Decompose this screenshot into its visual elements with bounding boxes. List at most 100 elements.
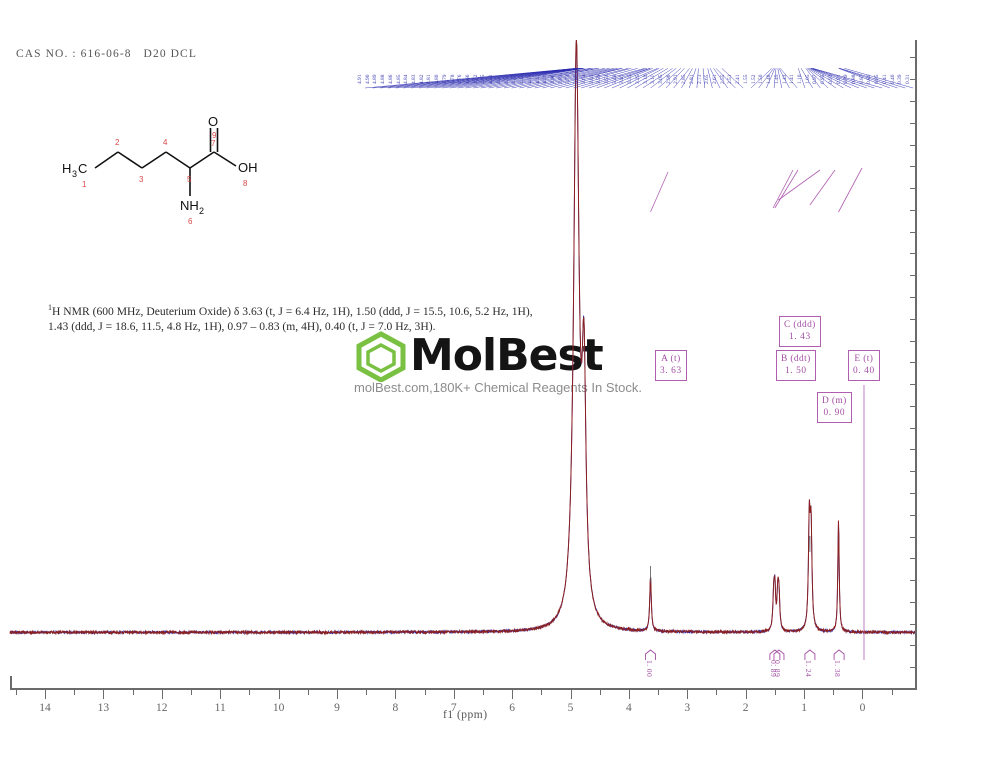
x-axis-major-tick bbox=[453, 690, 455, 699]
svg-text:8: 8 bbox=[243, 179, 248, 188]
x-axis-tick-label: 9 bbox=[334, 702, 340, 714]
nmr-text-line-1: H NMR (600 MHz, Deuterium Oxide) δ 3.63 … bbox=[52, 304, 533, 318]
x-axis-major-tick bbox=[862, 690, 864, 699]
nucleus-superscript: 1 bbox=[48, 303, 52, 312]
x-axis-tick-label: 4 bbox=[626, 702, 632, 714]
multiplet-shift-label: 1. 50 bbox=[784, 366, 807, 376]
x-axis-major-tick bbox=[278, 690, 280, 699]
svg-text:NH: NH bbox=[180, 198, 199, 213]
x-axis-left-end-cap bbox=[10, 676, 12, 690]
x-axis-minor-tick bbox=[191, 690, 192, 695]
y-axis-minor-tick bbox=[910, 209, 917, 211]
peak-pick-fan-lines bbox=[364, 68, 914, 89]
x-axis-minor-tick bbox=[307, 690, 309, 695]
y-axis-minor-tick bbox=[910, 623, 917, 625]
x-axis-tick-label: 11 bbox=[214, 702, 226, 714]
x-axis-minor-tick bbox=[891, 690, 893, 695]
x-axis-major-tick bbox=[103, 690, 105, 699]
x-axis-tick-label: 8 bbox=[392, 702, 399, 714]
x-axis-tick-label: 2 bbox=[742, 702, 749, 714]
nmr-text-line-2: 1.43 (ddd, J = 18.6, 11.5, 4.8 Hz, 1H), … bbox=[48, 320, 436, 334]
x-axis-minor-tick bbox=[366, 690, 368, 695]
x-axis-major-tick bbox=[395, 690, 397, 699]
svg-text:2: 2 bbox=[115, 138, 120, 147]
x-axis-major-tick bbox=[745, 690, 747, 699]
y-axis-minor-tick bbox=[910, 405, 917, 407]
svg-text:1: 1 bbox=[82, 180, 87, 189]
y-axis-minor-tick bbox=[910, 275, 917, 277]
x-axis-minor-tick bbox=[424, 690, 426, 695]
multiplet-pattern-label: A (t) bbox=[661, 354, 681, 364]
x-axis-minor-tick bbox=[599, 690, 601, 695]
y-axis-minor-tick bbox=[910, 144, 917, 146]
multiplet-connector-lines bbox=[650, 167, 865, 660]
multiplet-pattern-label: D (m) bbox=[822, 396, 847, 406]
y-axis-line bbox=[915, 40, 917, 690]
integral-curves bbox=[645, 649, 845, 660]
multiplet-box-b[interactable]: B (ddt) 1. 50 bbox=[776, 350, 816, 381]
multiplet-shift-label: 0. 40 bbox=[853, 366, 875, 376]
integral-value-label: 1. 38 bbox=[833, 660, 843, 678]
y-axis-minor-tick bbox=[910, 318, 917, 320]
x-axis-major-tick bbox=[687, 690, 689, 699]
multiplet-pattern-label: B (ddt) bbox=[781, 354, 811, 364]
svg-text:9: 9 bbox=[212, 131, 217, 140]
y-axis-minor-tick bbox=[910, 536, 917, 538]
y-axis-minor-tick bbox=[910, 231, 917, 233]
x-axis-ticks: 14 13 12 11 10 9 8 7 6 5 4 3 2 1 0 bbox=[0, 690, 1000, 720]
x-axis-tick-label: 1 bbox=[801, 702, 807, 714]
x-axis-tick-label: 14 bbox=[39, 702, 51, 714]
x-axis-tick-label: 5 bbox=[567, 702, 574, 714]
x-axis-major-tick bbox=[570, 690, 572, 699]
y-axis-minor-tick bbox=[910, 122, 917, 124]
x-axis-major-tick bbox=[220, 690, 222, 699]
svg-text:OH: OH bbox=[238, 160, 258, 175]
y-axis-minor-tick bbox=[910, 166, 917, 168]
x-axis-tick-label: 12 bbox=[156, 702, 168, 714]
x-axis-minor-tick bbox=[15, 690, 17, 695]
integral-value-label: 0. 89 bbox=[772, 660, 782, 678]
x-axis-minor-tick bbox=[482, 690, 484, 695]
multiplet-box-e[interactable]: E (t) 0. 40 bbox=[848, 350, 880, 381]
integral-value-label: 1. 24 bbox=[803, 660, 813, 678]
x-axis-minor-tick bbox=[249, 690, 251, 695]
y-axis-minor-tick bbox=[910, 253, 917, 255]
x-axis-minor-tick bbox=[74, 690, 76, 695]
multiplet-pattern-label: C (ddd) bbox=[784, 320, 816, 330]
svg-text:7: 7 bbox=[211, 139, 216, 148]
y-axis-minor-tick bbox=[910, 558, 917, 560]
svg-text:6: 6 bbox=[188, 217, 193, 226]
multiplet-box-c[interactable]: C (ddd) 1. 43 bbox=[779, 316, 821, 347]
x-axis-minor-tick bbox=[658, 690, 660, 695]
y-axis-minor-tick bbox=[910, 57, 917, 59]
multiplet-box-a[interactable]: A (t) 3. 63 bbox=[655, 350, 687, 381]
y-axis-minor-tick bbox=[910, 384, 917, 386]
x-axis-tick-label: 0 bbox=[859, 702, 866, 714]
svg-text:C: C bbox=[78, 161, 87, 176]
multiplet-box-d[interactable]: D (m) 0. 90 bbox=[817, 392, 852, 423]
svg-text:2: 2 bbox=[199, 206, 204, 216]
svg-text:3: 3 bbox=[139, 175, 144, 184]
y-axis-minor-tick bbox=[910, 601, 917, 603]
x-axis-minor-tick bbox=[774, 690, 776, 695]
x-axis-tick-label: 13 bbox=[97, 702, 110, 714]
multiplet-pattern-label: E (t) bbox=[854, 354, 874, 364]
multiplet-shift-label: 3. 63 bbox=[660, 366, 682, 376]
x-axis-tick-label: 6 bbox=[509, 702, 515, 714]
y-axis-minor-tick bbox=[910, 645, 917, 647]
y-axis-minor-tick bbox=[910, 580, 917, 582]
chemical-structure-diagram: H 3 C O OH NH 2 1 2 3 4 5 6 7 8 9 bbox=[60, 112, 300, 227]
integral-value-label: 1. 00 bbox=[644, 660, 654, 678]
multiplet-shift-label: 1. 43 bbox=[788, 332, 811, 342]
x-axis-tick-label: 10 bbox=[272, 702, 285, 714]
x-axis-caption: f1 (ppm) bbox=[443, 709, 488, 721]
svg-text:4: 4 bbox=[163, 138, 168, 147]
x-axis-major-tick bbox=[628, 690, 630, 699]
x-axis-minor-tick bbox=[541, 690, 543, 695]
x-axis-line bbox=[10, 688, 917, 690]
svg-text:3: 3 bbox=[72, 169, 77, 179]
y-axis-minor-tick bbox=[910, 362, 917, 364]
